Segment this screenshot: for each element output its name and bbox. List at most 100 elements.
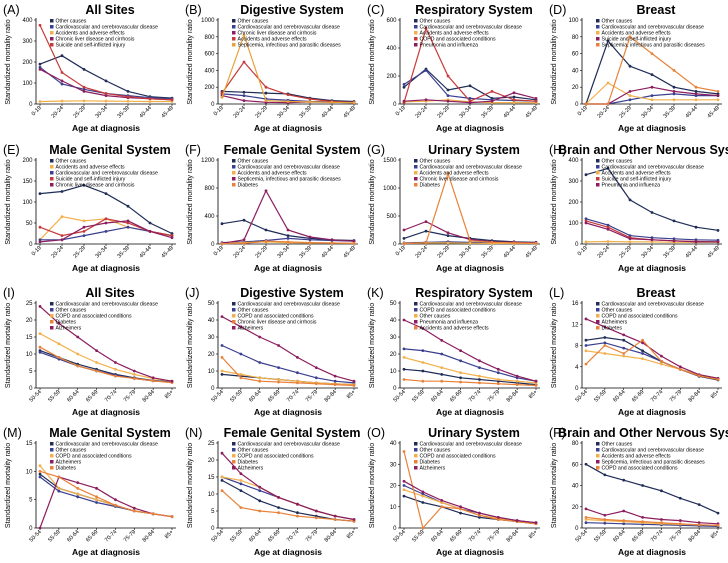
data-point: [446, 234, 450, 237]
data-point: [606, 39, 610, 43]
x-tick-label: 80-84: [142, 389, 156, 403]
legend-label: Accidents and adverse effects: [238, 37, 308, 43]
y-tick-label: 800: [204, 35, 215, 41]
data-point: [220, 344, 224, 347]
x-axis-label: Age at diagnosis: [254, 407, 322, 417]
y-tick-label: 1200: [201, 158, 215, 164]
data-point: [496, 378, 500, 381]
y-axis-label: Standardized mortality ratio: [369, 303, 376, 388]
data-point: [440, 501, 444, 504]
data-point: [57, 322, 61, 325]
y-tick-label: 10: [26, 352, 33, 358]
legend-swatch: [596, 320, 600, 324]
data-point: [402, 99, 406, 103]
data-point: [330, 238, 334, 242]
y-tick-label: 1500: [383, 158, 397, 164]
series-cardiovascular-and-cerebrovascular-disease: [38, 225, 174, 242]
data-point: [148, 97, 152, 101]
data-point: [220, 451, 224, 455]
x-tick-label: 55-59: [593, 529, 607, 543]
x-tick-label: 60-64: [248, 389, 262, 403]
legend-label: Alzheimers: [238, 466, 264, 472]
data-point: [132, 506, 136, 510]
panel-title: All Sites: [85, 286, 134, 300]
legend-label: Accidents and adverse effects: [602, 171, 672, 177]
data-point: [60, 234, 64, 237]
data-point: [242, 241, 246, 245]
legend-swatch: [596, 37, 600, 41]
data-point: [641, 357, 644, 361]
legend: Cardiovascular and cerebrovascular disea…: [232, 302, 340, 332]
y-tick-label: 40: [572, 68, 579, 74]
data-point: [459, 371, 462, 375]
x-tick-label: 60-64: [248, 529, 262, 543]
y-tick-label: 20: [390, 484, 397, 490]
x-axis-label: Age at diagnosis: [436, 263, 504, 273]
data-point: [264, 239, 268, 243]
legend-label: Other causes: [56, 448, 87, 454]
data-point: [459, 380, 462, 384]
data-point: [308, 97, 312, 101]
chart-panel-d: (D) Breast 0 20 40 60 80 100 0-19 20-24 25-29 30-34…: [549, 3, 722, 133]
data-point: [459, 349, 462, 352]
series-copd-and-associated-conditions: [584, 515, 720, 527]
y-tick-label: 100: [568, 18, 579, 24]
x-tick-label: 70-74: [104, 389, 118, 403]
data-point: [220, 479, 224, 482]
series-copd-and-associated-conditions: [402, 347, 538, 383]
data-point: [95, 486, 98, 490]
legend-label: Diabetes: [238, 460, 259, 466]
data-point: [628, 94, 632, 97]
y-axis-label: Standardized mortality ratio: [187, 303, 194, 388]
data-point: [220, 369, 224, 373]
x-tick-label: 35-39: [481, 105, 495, 119]
legend-label: Other causes: [602, 308, 633, 314]
data-point: [584, 521, 588, 525]
legend-label: Accidents and adverse effects: [420, 31, 490, 37]
legend-swatch: [50, 43, 54, 47]
data-point: [496, 382, 500, 386]
data-point: [82, 67, 86, 71]
x-tick-label: 65-69: [631, 529, 645, 543]
data-point: [478, 511, 481, 515]
y-tick-label: 300: [568, 179, 579, 185]
data-point: [459, 359, 462, 363]
data-point: [584, 518, 588, 521]
x-tick-label: 70-74: [286, 529, 300, 543]
x-tick-label: 20-24: [51, 105, 65, 119]
data-point: [57, 356, 61, 359]
legend-swatch: [596, 442, 600, 446]
series-cardiovascular-and-cerebrovascular-disease: [38, 472, 174, 519]
x-tick-label: 80-84: [324, 389, 338, 403]
series-line: [403, 480, 537, 524]
data-point: [258, 485, 262, 489]
series-line: [39, 305, 173, 382]
data-point: [478, 381, 481, 385]
data-point: [534, 97, 538, 100]
legend-swatch: [414, 159, 418, 163]
data-point: [296, 371, 299, 375]
data-point: [424, 229, 428, 233]
y-tick-label: 0: [575, 242, 579, 248]
legend-swatch: [414, 442, 418, 446]
legend-swatch: [50, 454, 54, 458]
series-line: [221, 356, 355, 387]
series-cardiovascular-and-cerebrovascular-disease: [584, 217, 720, 242]
x-axis-label: Age at diagnosis: [72, 123, 140, 133]
panel-letter: (J): [185, 286, 200, 300]
data-point: [421, 361, 425, 364]
x-tick-label: 55-59: [229, 389, 243, 403]
data-point: [239, 479, 243, 482]
y-tick-label: 15: [208, 475, 215, 481]
series-line: [39, 333, 173, 382]
data-point: [622, 509, 626, 513]
data-point: [421, 526, 425, 530]
data-point: [76, 481, 80, 485]
data-point: [264, 189, 268, 193]
y-tick-label: 20: [208, 352, 215, 358]
x-tick-label: 40-44: [321, 105, 335, 119]
series-alzheimers: [402, 479, 538, 525]
series-line: [403, 378, 537, 387]
data-point: [678, 496, 682, 500]
x-tick-label: 70-74: [104, 529, 118, 543]
